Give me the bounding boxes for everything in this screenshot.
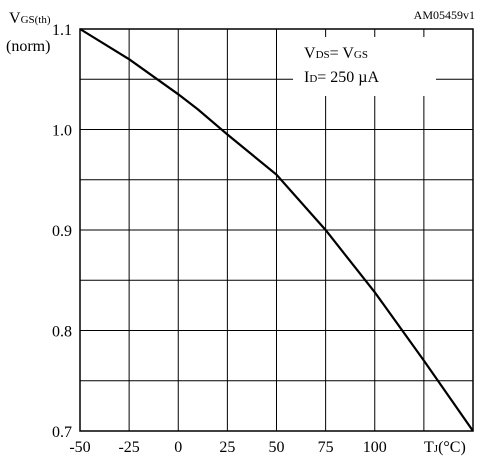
y-axis-label-main: V bbox=[9, 10, 21, 27]
x-axis-label-main: T bbox=[424, 439, 434, 456]
x-tick-label: 0 bbox=[174, 439, 182, 456]
annotation-i: I bbox=[304, 69, 309, 86]
y-tick-label: 1.0 bbox=[52, 123, 72, 140]
x-tick-label: 25 bbox=[219, 439, 235, 456]
x-tick-label: 50 bbox=[269, 439, 285, 456]
y-axis-label: VGS(th) bbox=[9, 10, 51, 27]
series-line bbox=[79, 28, 474, 432]
x-axis-label: TJ(°C) bbox=[424, 439, 466, 456]
annotation-box bbox=[293, 37, 436, 96]
x-axis-label-sub: J bbox=[434, 443, 439, 455]
x-tick-label: 100 bbox=[363, 439, 387, 456]
annotation-line-2: ID= 250 µA bbox=[304, 69, 380, 86]
x-tick-labels: -50 -25 0 25 50 75 100 bbox=[69, 439, 386, 456]
x-tick-label: -25 bbox=[118, 439, 139, 456]
y-axis-unit: (norm) bbox=[6, 38, 50, 55]
annotation-current: = 250 µA bbox=[317, 69, 379, 86]
y-tick-label: 0.8 bbox=[52, 324, 72, 341]
y-tick-label: 0.7 bbox=[52, 424, 72, 441]
annotation-gs-sub: GS bbox=[354, 49, 368, 61]
y-axis-label-sub: GS(th) bbox=[21, 14, 51, 26]
x-tick-label: 75 bbox=[318, 439, 334, 456]
annotation-d-sub: D bbox=[309, 73, 317, 85]
y-tick-labels: 0.7 0.8 0.9 1.0 1.1 bbox=[52, 22, 72, 441]
y-tick-label: 1.1 bbox=[52, 22, 72, 39]
figure-id: AM05459v1 bbox=[414, 8, 475, 22]
plot-frame bbox=[79, 28, 474, 432]
y-tick-label: 0.9 bbox=[52, 223, 72, 240]
annotation-eq: = V bbox=[330, 45, 355, 62]
annotation-line-1: VDS= VGS bbox=[304, 45, 368, 62]
annotation-ds-sub: DS bbox=[316, 49, 330, 61]
annotation-v: V bbox=[304, 45, 316, 62]
x-tick-label: -50 bbox=[69, 439, 90, 456]
x-axis-label-unit: (°C) bbox=[438, 439, 466, 456]
